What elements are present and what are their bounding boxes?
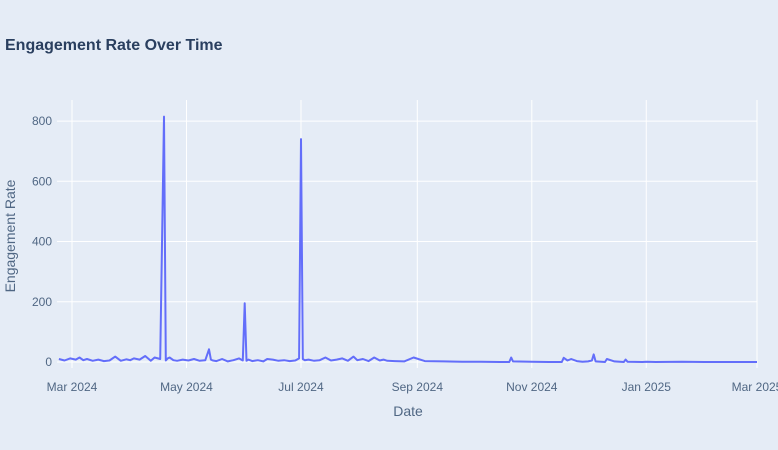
x-tick-label: Mar 2024	[47, 380, 98, 394]
x-tick-label: May 2024	[160, 380, 213, 394]
y-tick-label: 200	[32, 295, 52, 309]
y-tick-label: 400	[32, 235, 52, 249]
y-tick-label: 800	[32, 114, 52, 128]
x-axis-title: Date	[393, 403, 423, 419]
y-axis-title: Engagement Rate	[2, 179, 18, 292]
x-tick-label: Jul 2024	[278, 380, 324, 394]
x-tick-label: Jan 2025	[622, 380, 672, 394]
y-tick-label: 600	[32, 174, 52, 188]
x-tick-label: Mar 2025	[732, 380, 778, 394]
x-tick-label: Sep 2024	[392, 380, 444, 394]
x-tick-label: Nov 2024	[506, 380, 558, 394]
y-tick-label: 0	[45, 355, 52, 369]
chart-title: Engagement Rate Over Time	[5, 37, 223, 54]
